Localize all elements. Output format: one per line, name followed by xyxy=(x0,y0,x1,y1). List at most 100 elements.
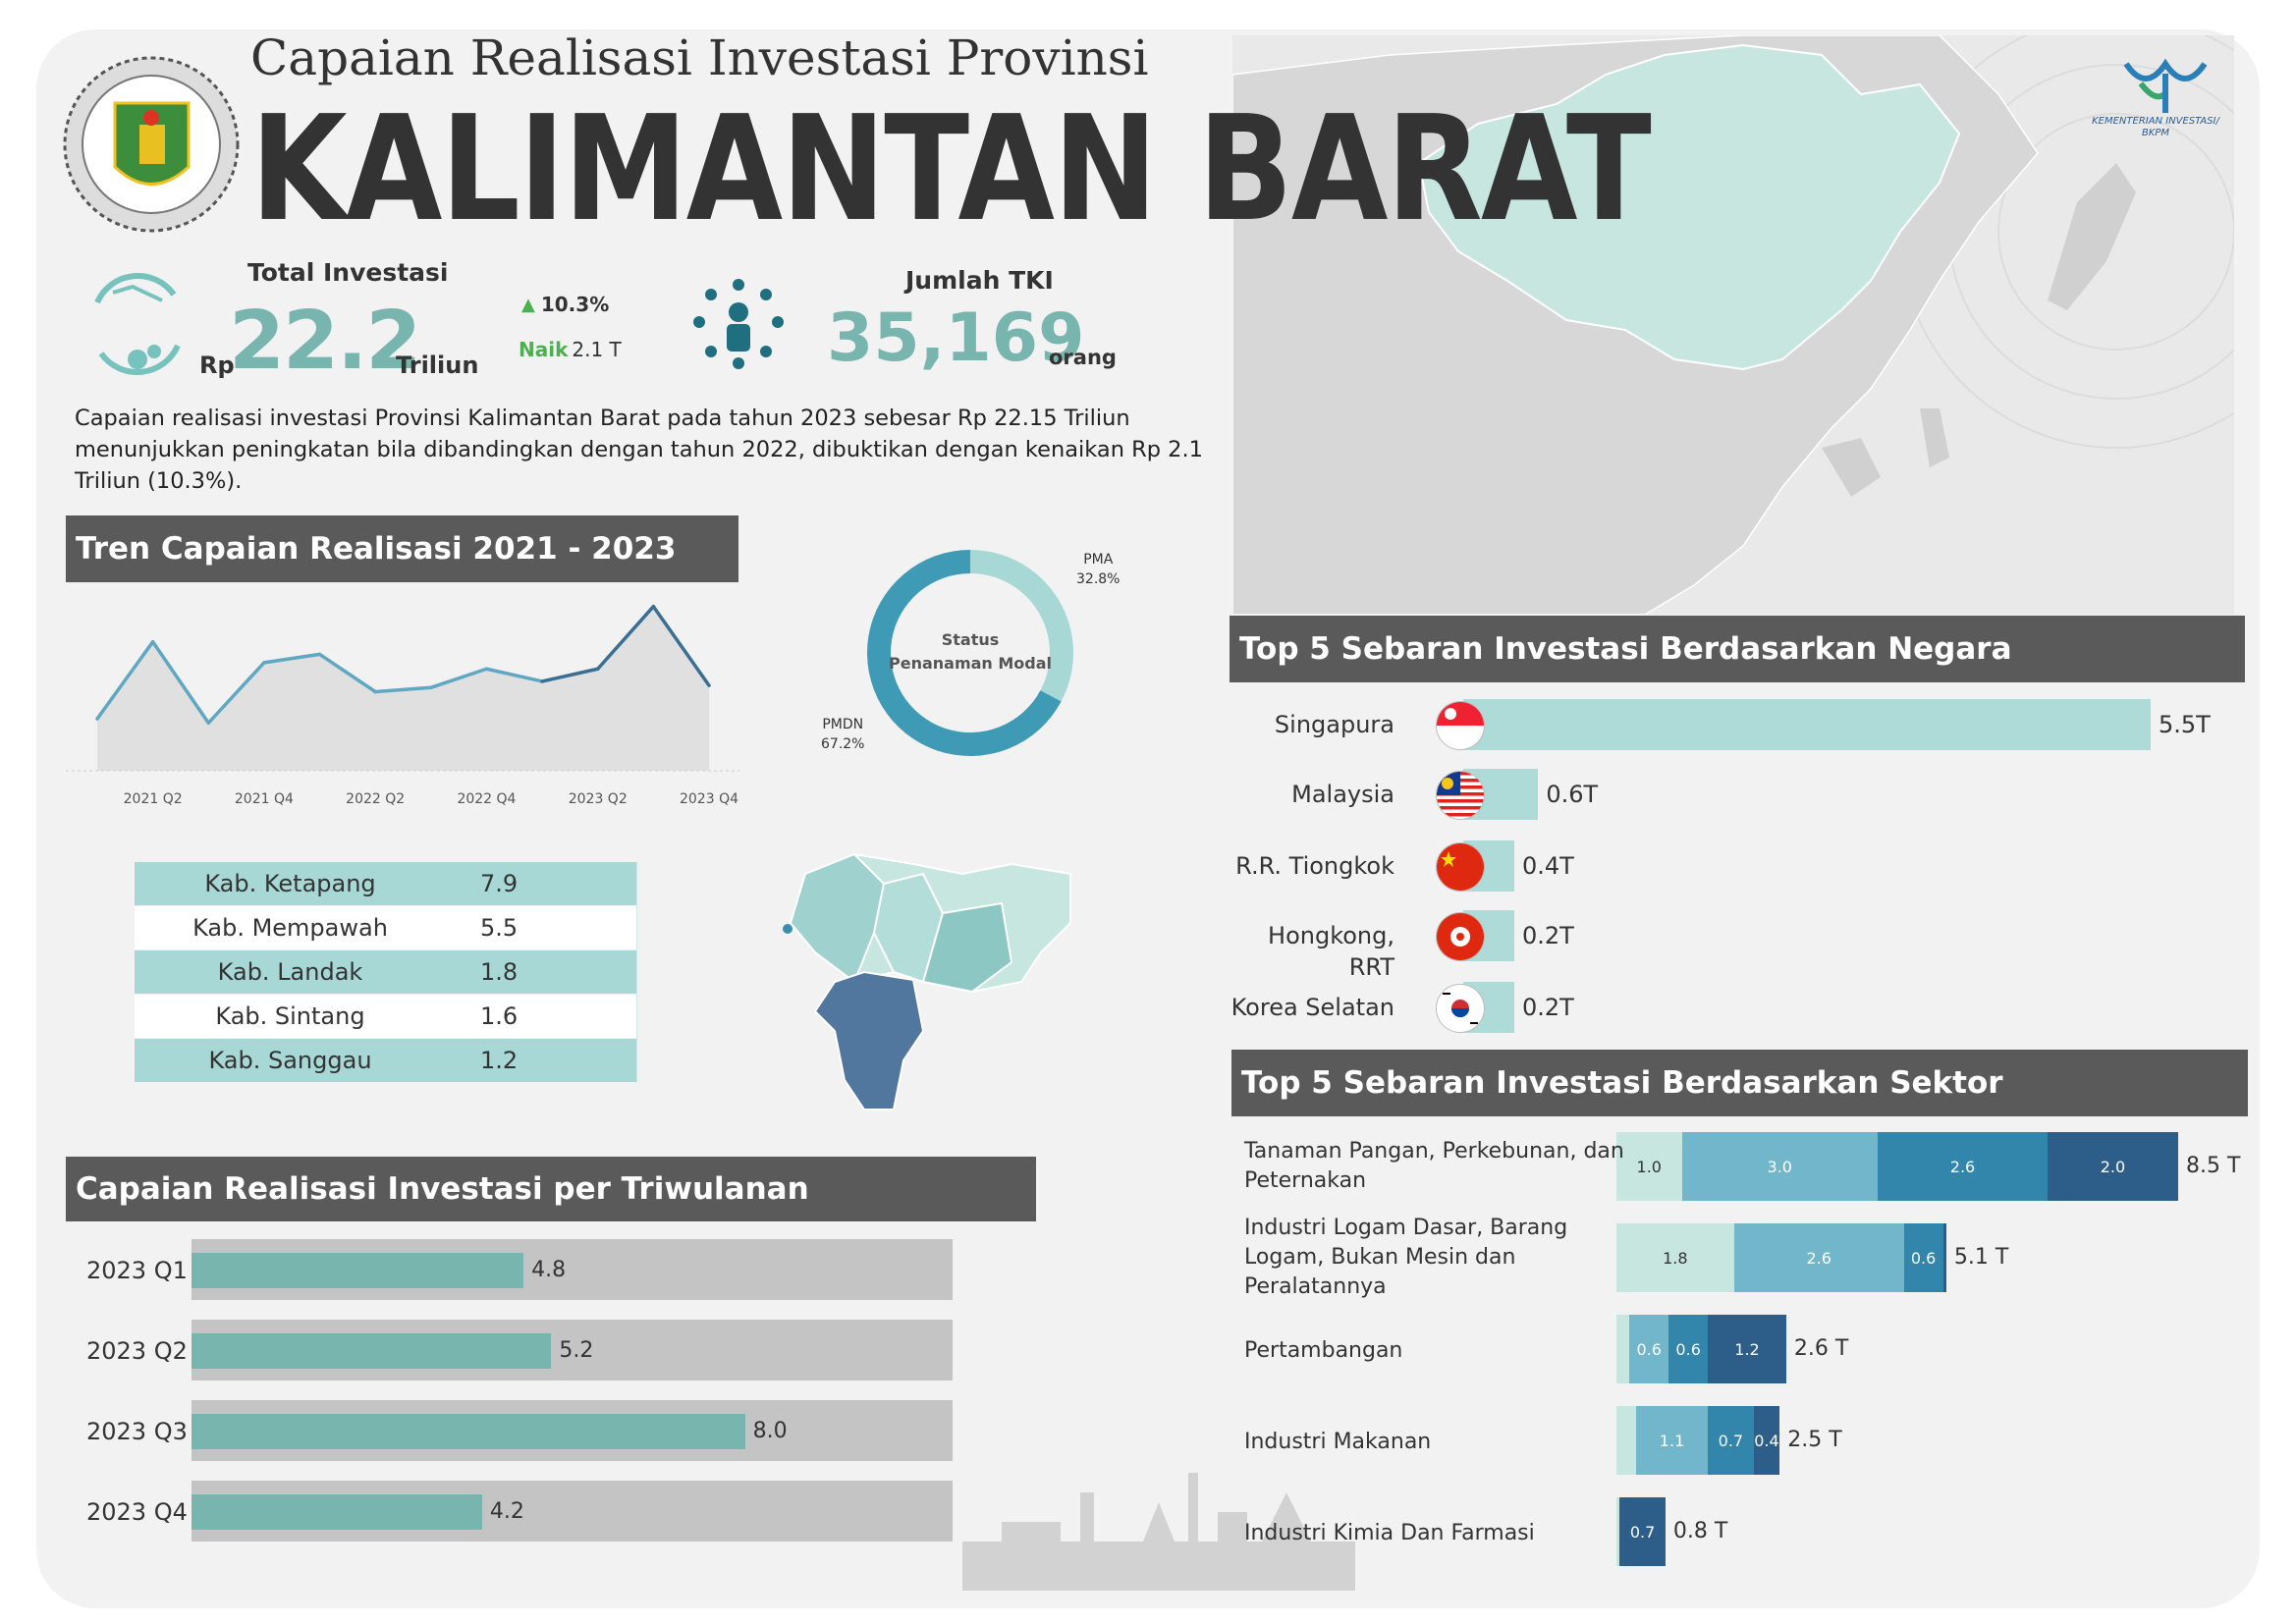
pmdn-label: PMDN 67.2% xyxy=(821,715,864,754)
sector-segment[interactable]: 1.8 xyxy=(1616,1223,1734,1292)
trend-point[interactable] xyxy=(483,666,489,672)
regency-name: Kab. Landak xyxy=(217,958,363,986)
trend-point[interactable] xyxy=(428,684,434,690)
trend-tick-label: 2023 Q4 xyxy=(680,791,738,807)
sector-segment[interactable]: 0.7 xyxy=(1619,1497,1666,1566)
regency-row[interactable]: Kab. Sintang 1.6 xyxy=(135,995,636,1038)
sector-segment[interactable] xyxy=(1616,1497,1620,1566)
trend-line-segment xyxy=(429,667,489,690)
sector-total: 2.6 T xyxy=(1793,1336,1849,1361)
trend-tick-label: 2022 Q4 xyxy=(457,791,516,807)
tki-label: Jumlah TKI xyxy=(905,266,1054,295)
country-label: Singapura xyxy=(1274,711,1394,738)
quarter-value: 4.8 xyxy=(531,1258,567,1282)
trend-area-chart[interactable]: 2021 Q2 2021 Q4 2022 Q2 2022 Q4 2023 Q2 2023 … xyxy=(66,589,743,815)
ministry-name: KEMENTERIAN INVESTASI/ BKPM xyxy=(2092,116,2219,138)
sector-segment[interactable]: 2.6 xyxy=(1733,1223,1904,1292)
quarter-bar[interactable] xyxy=(191,1494,482,1530)
regency-row[interactable]: Kab. Landak 1.8 xyxy=(135,950,636,994)
pma-label: PMA 32.8% xyxy=(1076,550,1120,589)
regency-value: 5.5 xyxy=(480,914,519,942)
china-highlight xyxy=(1417,43,1961,371)
sector-segment[interactable]: 2.6 xyxy=(1878,1132,2048,1201)
trend-point[interactable] xyxy=(94,716,100,722)
donut-slice-pma[interactable] xyxy=(970,550,1073,702)
regency-row[interactable]: Kab. Mempawah 5.5 xyxy=(135,906,636,949)
hongkong-flag-icon xyxy=(1436,912,1485,961)
quarterly-header: Capaian Realisasi Investasi per Triwulan… xyxy=(66,1157,1036,1221)
regency-name: Kab. Sanggau xyxy=(208,1047,372,1074)
sector-segment[interactable] xyxy=(1616,1315,1630,1383)
total-investasi-label: Total Investasi xyxy=(247,258,449,287)
trend-line-segment xyxy=(484,667,544,683)
trend-line-segment xyxy=(206,661,266,726)
trend-point[interactable] xyxy=(706,682,712,688)
sector-total: 8.5 T xyxy=(2186,1154,2241,1178)
sector-label: Industri Kimia Dan Farmasi xyxy=(1244,1521,1535,1545)
sector-segment[interactable]: 2.0 xyxy=(2047,1132,2178,1201)
growth-pct: 10.3% xyxy=(540,293,610,316)
trend-tick-label: 2021 Q2 xyxy=(124,791,183,807)
tki-unit: orang xyxy=(1049,346,1117,369)
trend-area xyxy=(97,606,709,771)
growth-indicator: ▲ 10.3% xyxy=(521,293,609,316)
trend-point[interactable] xyxy=(261,660,267,666)
workers-icon xyxy=(693,279,784,369)
malaysia-flag-icon xyxy=(1436,771,1485,820)
regency-name: Kab. Sintang xyxy=(215,1002,365,1030)
skyline-decoration xyxy=(962,1473,1355,1591)
sector-total: 0.8 T xyxy=(1672,1519,1728,1543)
trend-point[interactable] xyxy=(205,720,211,726)
naik-value: 2.1 T xyxy=(572,338,622,361)
regency-value: 7.9 xyxy=(480,870,519,897)
sector-segment[interactable]: 1.0 xyxy=(1616,1132,1682,1201)
quarter-bar[interactable] xyxy=(191,1333,552,1369)
trend-point[interactable] xyxy=(650,604,656,610)
regency-value: 1.6 xyxy=(480,1002,519,1030)
regency-row[interactable]: Kab. Ketapang 7.9 xyxy=(135,862,636,905)
sector-segment[interactable]: 0.6 xyxy=(1668,1315,1709,1383)
status-donut-chart[interactable] xyxy=(805,530,1169,785)
sector-segment[interactable]: 0.7 xyxy=(1708,1406,1754,1475)
trend-point[interactable] xyxy=(317,651,323,657)
regency-row[interactable]: Kab. Sanggau 1.2 xyxy=(135,1039,636,1082)
country-label: Malaysia xyxy=(1291,781,1394,808)
trend-line-segment xyxy=(595,604,656,671)
total-currency: Rp xyxy=(199,352,235,379)
trend-header: Tren Capaian Realisasi 2021 - 2023 xyxy=(66,515,738,582)
sector-segment[interactable]: 0.6 xyxy=(1903,1223,1943,1292)
trend-point[interactable] xyxy=(150,639,156,645)
sector-segment[interactable] xyxy=(1942,1223,1946,1292)
country-bar[interactable] xyxy=(1463,699,2151,750)
sector-label: Pertambangan xyxy=(1244,1338,1403,1363)
province-logo xyxy=(63,56,240,233)
sector-segment[interactable]: 1.1 xyxy=(1635,1406,1709,1475)
tki-value: 35,169 xyxy=(827,299,1085,377)
sector-segment[interactable]: 1.2 xyxy=(1708,1315,1786,1383)
sector-total: 2.5 T xyxy=(1787,1428,1842,1452)
ministry-logo xyxy=(2123,58,2208,113)
trend-line-segment xyxy=(95,639,155,721)
pma-name: PMA xyxy=(1083,552,1114,568)
trend-point[interactable] xyxy=(372,689,378,695)
sector-segment[interactable]: 3.0 xyxy=(1681,1132,1879,1201)
quarter-bar[interactable] xyxy=(191,1253,524,1288)
pma-pct: 32.8% xyxy=(1076,571,1121,587)
sector-label: Industri Logam Dasar, Barang Logam, Buka… xyxy=(1244,1216,1568,1299)
pmdn-name: PMDN xyxy=(822,717,864,732)
country-label: Korea Selatan xyxy=(1230,994,1394,1021)
sector-segment[interactable]: 0.4 xyxy=(1753,1406,1780,1475)
table-right-border xyxy=(636,862,637,1083)
sector-label: Tanaman Pangan, Perkebunan, dan Peternak… xyxy=(1244,1139,1624,1193)
asia-map[interactable] xyxy=(1232,35,2234,615)
trend-point[interactable] xyxy=(595,666,601,672)
trend-tick-label: 2021 Q4 xyxy=(235,791,294,807)
trend-point[interactable] xyxy=(539,678,545,684)
page-subtitle: Capaian Realisasi Investasi Provinsi xyxy=(250,29,1149,86)
sector-segment[interactable]: 0.6 xyxy=(1629,1315,1669,1383)
kalbar-regency-map[interactable] xyxy=(776,835,1090,1119)
quarter-bar[interactable] xyxy=(191,1414,745,1449)
trend-tick-label: 2022 Q2 xyxy=(346,791,405,807)
regency-value: 1.2 xyxy=(480,1047,519,1074)
sector-segment[interactable] xyxy=(1616,1406,1636,1475)
